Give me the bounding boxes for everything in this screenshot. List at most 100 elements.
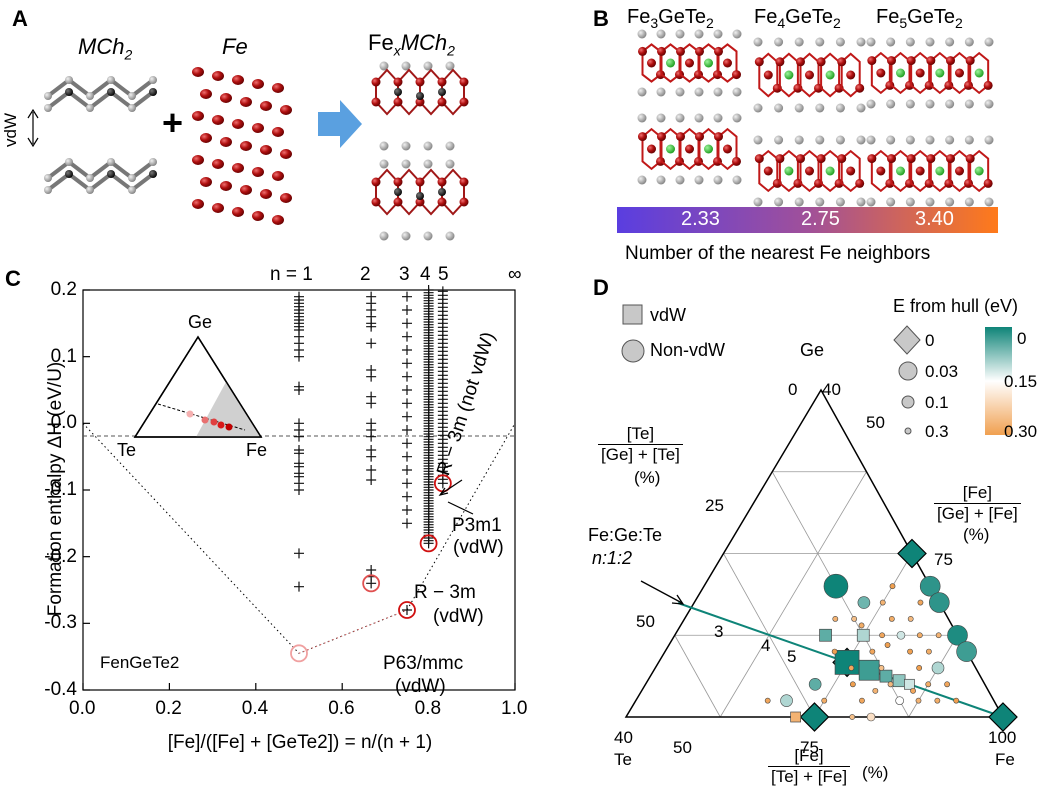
fe-atom: [459, 177, 469, 187]
te-atom: [732, 87, 742, 97]
line-label: Fe:Ge:Te: [588, 525, 663, 545]
center-atom: [805, 166, 814, 176]
fe-atom: [252, 211, 264, 221]
te-atom: [694, 87, 704, 97]
y-tick-label: 0.0: [50, 412, 77, 434]
fe3-sub1: 3: [650, 15, 659, 31]
te-atom: [694, 175, 704, 185]
te-atom: [656, 113, 666, 123]
te-atom: [925, 37, 935, 47]
mch-atom: [107, 170, 115, 178]
x-tick-label: 0.6: [328, 698, 355, 719]
enthalpy-cross: [402, 371, 412, 382]
vertex-te-label: Te: [614, 750, 632, 769]
annotation-r3m-vdw-sub: (vdW): [433, 606, 484, 627]
m-atom: [438, 188, 446, 196]
center-atom: [647, 144, 656, 154]
vdw-label: vdW: [1, 113, 20, 147]
product-sub: 2: [447, 42, 455, 59]
fe-atom: [816, 57, 826, 67]
line-label-arrow: [640, 580, 683, 604]
fe-atom: [415, 77, 425, 87]
fe-atom: [192, 155, 204, 165]
enthalpy-cross: [402, 358, 412, 369]
n-label-4: 4: [420, 264, 431, 285]
te-atom: [886, 135, 896, 145]
struct-label-fe3: Fe3GeTe2: [627, 6, 714, 31]
fe-atom: [200, 177, 212, 187]
ternary-square: [879, 669, 893, 683]
legend-title: E from hull (eV): [893, 296, 1019, 316]
panel-d: [621, 304, 1018, 732]
ternary-circle: [934, 697, 941, 704]
center-atom: [974, 166, 984, 176]
ternary-circle: [910, 687, 916, 694]
te-atom: [675, 175, 685, 185]
ch-atom: [445, 141, 455, 151]
center-atom: [784, 166, 794, 176]
fe-atom: [371, 197, 381, 207]
ternary-circle: [780, 694, 793, 707]
center-atom: [647, 58, 656, 68]
te-atom: [905, 99, 915, 109]
te-edge-tick-25: 25: [705, 496, 724, 515]
mch-bond: [67, 90, 92, 110]
fe-atom: [714, 46, 723, 56]
mch-bond: [46, 172, 71, 192]
te-atom: [964, 197, 974, 207]
te-atom: [815, 103, 825, 113]
left-axis-fraction: [Te] [Ge] + [Te]: [598, 424, 683, 465]
fe-atom: [200, 89, 212, 99]
center-atom: [704, 144, 713, 154]
ternary-circle: [851, 616, 858, 622]
fe-atom: [459, 77, 469, 87]
colorbar-tick-275: 2.75: [801, 208, 840, 230]
mch-atom: [65, 76, 73, 84]
ternary-square: [856, 628, 870, 642]
mch-atom: [149, 88, 157, 96]
ch-atom: [423, 159, 433, 169]
ternary-circle: [888, 616, 895, 622]
center-atom: [704, 58, 713, 68]
te-atom: [945, 37, 955, 47]
legend-size-label-01: 0.1: [925, 393, 949, 412]
center-atom: [876, 68, 886, 78]
te-atom: [732, 175, 742, 185]
mch-bond: [109, 90, 134, 110]
enthalpy-cross: [402, 291, 412, 302]
ternary-circle: [935, 632, 942, 639]
fe-atom: [252, 123, 264, 133]
mch-atom: [128, 92, 136, 100]
n-marker-5: 5: [787, 647, 797, 666]
grid-line-te: [674, 635, 721, 718]
ternary-circle: [849, 714, 856, 720]
enthalpy-cross: [402, 411, 412, 422]
te-atom: [866, 197, 876, 207]
ternary-circle: [915, 697, 922, 704]
hull-connector-line: [298, 609, 408, 654]
te-atom: [984, 99, 994, 109]
fe-atom: [280, 149, 292, 159]
ternary-circle: [953, 697, 960, 704]
fe-atom: [638, 132, 647, 142]
ternary-circle: [928, 592, 950, 613]
stable-phase-markers: [290, 474, 452, 663]
ch-atom: [379, 159, 389, 169]
ehull-tick-015: 0.15: [1004, 372, 1038, 391]
mch-bond: [67, 160, 92, 180]
enthalpy-cross: [294, 448, 304, 459]
line-label-n: n:1:2: [592, 548, 633, 568]
te-atom: [794, 103, 804, 113]
center-atom: [955, 166, 964, 176]
mch-bond: [67, 172, 92, 192]
x-tick-label: 1.0: [501, 698, 528, 719]
te-atom: [675, 29, 685, 39]
te-atom: [945, 135, 955, 145]
vdw-gap-arrow: [27, 108, 39, 148]
x-axis-title: [Fe]/([Fe] + [GeTe2]) = n/(n + 1): [167, 732, 433, 753]
ternary-circle: [849, 681, 856, 688]
ch-atom: [379, 231, 389, 241]
ternary-diamond: [897, 538, 927, 569]
n-label-inf: ∞: [508, 264, 522, 285]
fe-atom: [252, 79, 264, 89]
